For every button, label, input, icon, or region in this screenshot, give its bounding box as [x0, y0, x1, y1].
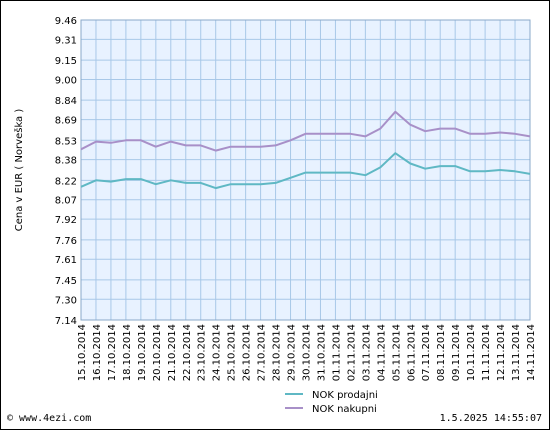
- x-tick-label: 13.11.2014: [511, 324, 522, 381]
- y-tick-label: 7.45: [55, 276, 77, 287]
- x-tick-label: 08.11.2014: [436, 324, 447, 381]
- source-credit: © www.4ezi.com: [7, 413, 92, 424]
- x-tick-label: 14.11.2014: [526, 324, 537, 381]
- grid: [80, 19, 531, 321]
- x-tick-label: 04.11.2014: [376, 324, 387, 381]
- x-tick-label: 11.11.2014: [481, 324, 492, 381]
- y-tick-label: 7.61: [55, 255, 77, 266]
- x-tick-label: 27.10.2014: [257, 324, 268, 381]
- x-tick-label: 25.10.2014: [227, 324, 238, 381]
- x-tick-label: 29.10.2014: [287, 324, 298, 381]
- y-tick-labels: 9.46 9.31 9.15 9.00 8.84 8.69 8.53 8.38 8.22 8.07…: [55, 16, 77, 327]
- y-tick-label: 9.00: [55, 75, 77, 86]
- x-tick-label: 09.11.2014: [451, 324, 462, 381]
- series-line: [80, 110, 531, 152]
- x-tick-label: 30.10.2014: [302, 324, 313, 381]
- y-tick-label: 7.76: [55, 236, 77, 247]
- legend-label: NOK nakupni: [312, 404, 377, 415]
- y-tick-label: 8.53: [55, 136, 77, 147]
- legend-label: NOK prodajni: [312, 390, 378, 401]
- x-tick-label: 16.10.2014: [92, 324, 103, 381]
- x-tick-label: 02.11.2014: [346, 324, 357, 381]
- y-tick-label: 7.92: [55, 215, 77, 226]
- y-tick-label: 8.07: [55, 196, 77, 207]
- x-tick-label: 26.10.2014: [242, 324, 253, 381]
- y-tick-label: 8.84: [55, 96, 77, 107]
- y-tick-label: 9.46: [55, 16, 77, 27]
- y-tick-label: 8.69: [55, 116, 77, 127]
- y-tick-label: 9.31: [55, 35, 77, 46]
- x-tick-label: 12.11.2014: [496, 324, 507, 381]
- y-tick-label: 9.15: [55, 56, 77, 67]
- timestamp: 1.5.2025 14:55:07: [439, 413, 542, 424]
- legend: NOK prodajni NOK nakupni: [285, 390, 378, 415]
- y-tick-label: 7.30: [55, 295, 77, 306]
- x-tick-label: 07.11.2014: [421, 324, 432, 381]
- x-tick-label: 06.11.2014: [406, 324, 417, 381]
- x-tick-label: 05.11.2014: [391, 324, 402, 381]
- x-tick-label: 17.10.2014: [107, 324, 118, 381]
- x-tick-label: 01.11.2014: [331, 324, 342, 381]
- x-tick-label: 22.10.2014: [182, 324, 193, 381]
- x-tick-label: 23.10.2014: [197, 324, 208, 381]
- series-lines: [80, 110, 531, 190]
- plot-border: [80, 19, 531, 321]
- series-line: [80, 152, 531, 190]
- x-tick-label: 03.11.2014: [361, 324, 372, 381]
- x-tick-label: 19.10.2014: [137, 324, 148, 381]
- x-tick-label: 28.10.2014: [272, 324, 283, 381]
- x-tick-label: 10.11.2014: [466, 324, 477, 381]
- y-axis-label: Cena v EUR ( Norveška ): [13, 109, 25, 232]
- x-tick-labels: 15.10.2014 16.10.2014 17.10.2014 18.10.2014…: [77, 324, 537, 381]
- y-tick-label: 7.14: [55, 316, 77, 327]
- x-tick-label: 24.10.2014: [212, 324, 223, 381]
- x-tick-label: 20.10.2014: [152, 324, 163, 381]
- x-tick-label: 18.10.2014: [122, 324, 133, 381]
- y-tick-label: 8.22: [55, 176, 77, 187]
- y-tick-label: 8.38: [55, 156, 77, 167]
- x-tick-label: 31.10.2014: [316, 324, 327, 381]
- x-tick-label: 15.10.2014: [77, 324, 88, 381]
- x-tick-label: 21.10.2014: [167, 324, 178, 381]
